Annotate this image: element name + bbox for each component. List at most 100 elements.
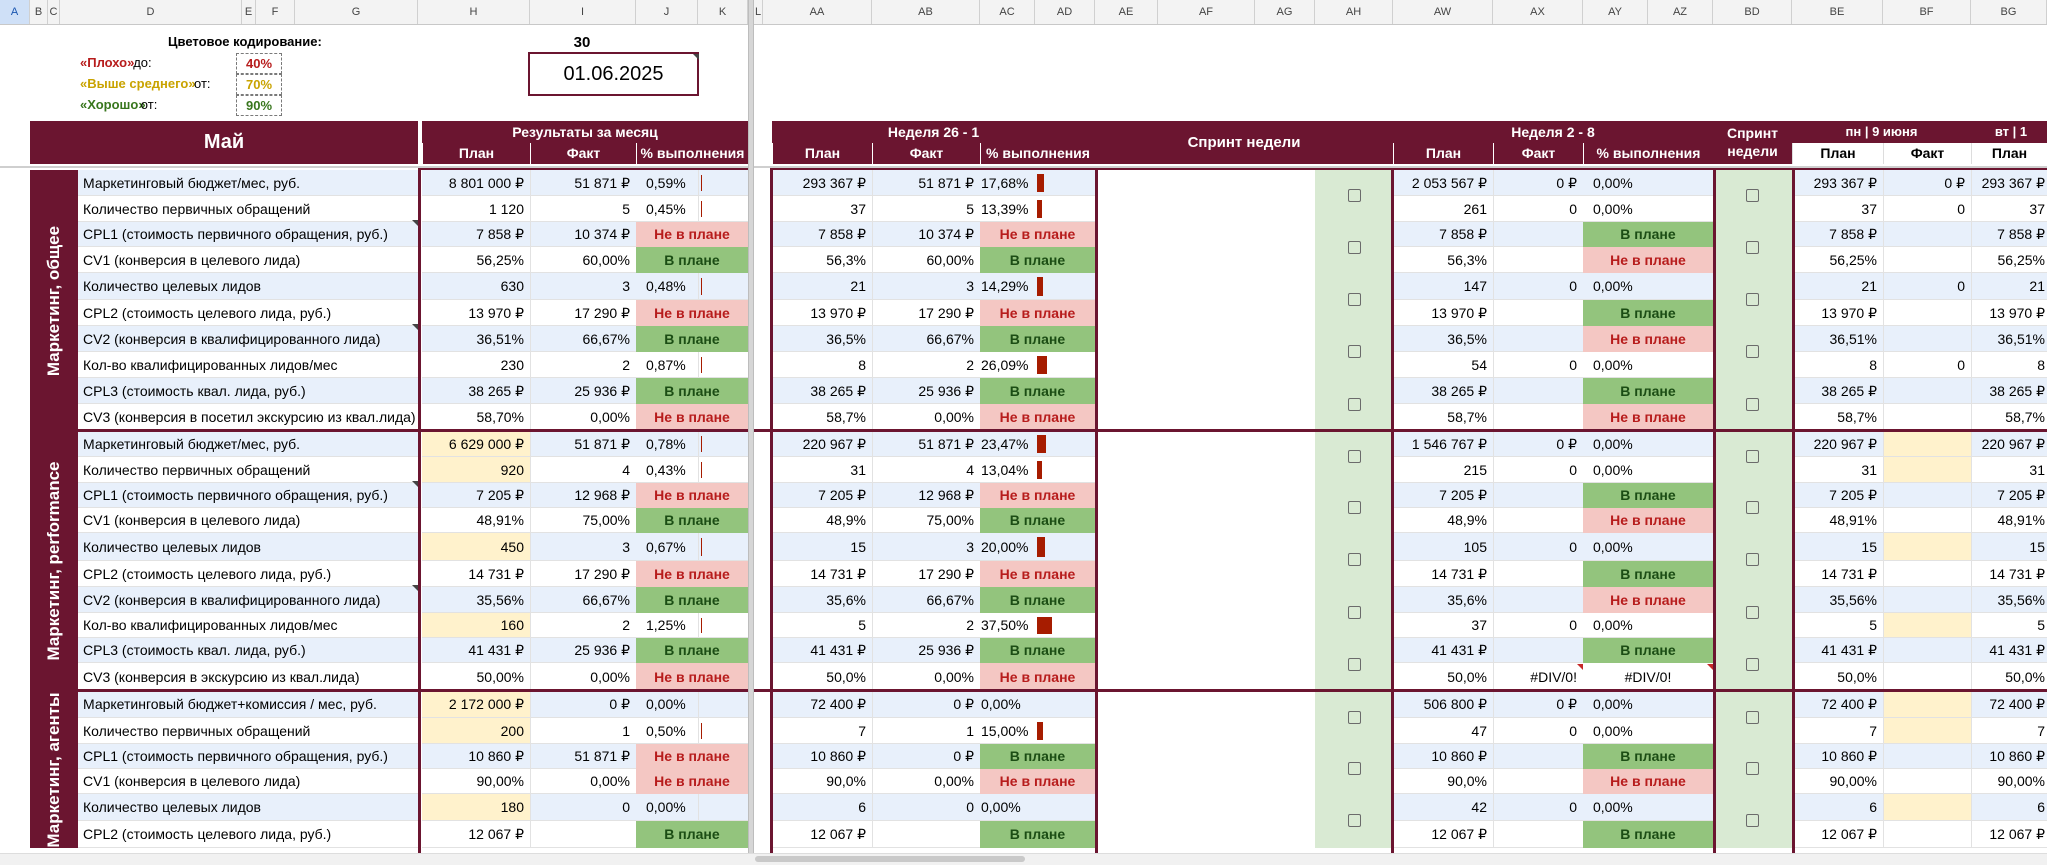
month-plan-cell[interactable]: 230 xyxy=(422,352,530,378)
week1-plan-cell[interactable]: 6 xyxy=(772,794,872,821)
day-fact-cell[interactable] xyxy=(1883,663,1971,691)
month-plan-cell[interactable]: 200 xyxy=(422,718,530,744)
month-fact-cell[interactable]: 25 936 ₽ xyxy=(530,638,636,663)
day-plan-cell[interactable]: 38 265 ₽ xyxy=(1971,378,2047,404)
day-plan-cell[interactable]: 90,00% xyxy=(1792,769,1883,794)
day-fact-cell[interactable] xyxy=(1883,431,1971,457)
week2-plan-cell[interactable]: 37 xyxy=(1393,613,1493,638)
day-plan-cell[interactable]: 56,25% xyxy=(1971,247,2047,273)
day-plan-cell[interactable]: 7 205 ₽ xyxy=(1792,483,1883,508)
week2-fact-cell[interactable] xyxy=(1493,247,1583,273)
month-plan-cell[interactable]: 7 858 ₽ xyxy=(422,222,530,247)
day-fact-cell[interactable] xyxy=(1883,718,1971,744)
week1-plan-cell[interactable]: 293 367 ₽ xyxy=(772,170,872,196)
month-fact-cell[interactable]: 51 871 ₽ xyxy=(530,170,636,196)
week2-fact-cell[interactable]: 0 xyxy=(1493,718,1583,744)
day-plan-cell[interactable]: 7 205 ₽ xyxy=(1971,483,2047,508)
week2-plan-cell[interactable]: 58,7% xyxy=(1393,404,1493,431)
sprint-checkbox[interactable] xyxy=(1348,814,1361,827)
week2-fact-cell[interactable] xyxy=(1493,300,1583,326)
month-fact-cell[interactable]: 25 936 ₽ xyxy=(530,378,636,404)
week1-plan-cell[interactable]: 56,3% xyxy=(772,247,872,273)
month-fact-cell[interactable]: 51 871 ₽ xyxy=(530,744,636,769)
month-fact-cell[interactable]: 10 374 ₽ xyxy=(530,222,636,247)
week1-fact-cell[interactable]: 3 xyxy=(872,273,980,300)
day-plan-cell[interactable]: 15 xyxy=(1971,533,2047,561)
column-header[interactable]: G xyxy=(295,0,418,24)
week2-plan-cell[interactable]: 1 546 767 ₽ xyxy=(1393,431,1493,457)
column-header[interactable]: J xyxy=(636,0,698,24)
month-plan-cell[interactable]: 56,25% xyxy=(422,247,530,273)
month-plan-cell[interactable]: 1 120 xyxy=(422,196,530,222)
week1-fact-cell[interactable]: 51 871 ₽ xyxy=(872,431,980,457)
week1-plan-cell[interactable]: 10 860 ₽ xyxy=(772,744,872,769)
week2-fact-cell[interactable] xyxy=(1493,508,1583,533)
month-fact-cell[interactable]: 0 xyxy=(530,794,636,821)
month-fact-cell[interactable]: 17 290 ₽ xyxy=(530,300,636,326)
week1-plan-cell[interactable]: 7 858 ₽ xyxy=(772,222,872,247)
column-header[interactable]: AD xyxy=(1035,0,1095,24)
column-header[interactable]: I xyxy=(530,0,636,24)
week1-plan-cell[interactable]: 31 xyxy=(772,457,872,483)
day-plan-cell[interactable]: 293 367 ₽ xyxy=(1971,170,2047,196)
week1-fact-cell[interactable]: 4 xyxy=(872,457,980,483)
day-plan-cell[interactable]: 220 967 ₽ xyxy=(1971,431,2047,457)
column-header[interactable]: E xyxy=(242,0,256,24)
day-plan-cell[interactable]: 14 731 ₽ xyxy=(1971,561,2047,587)
month-fact-cell[interactable]: 0,00% xyxy=(530,769,636,794)
week1-fact-cell[interactable]: 12 968 ₽ xyxy=(872,483,980,508)
column-header[interactable]: AC xyxy=(980,0,1035,24)
week2-fact-cell[interactable]: 0 xyxy=(1493,352,1583,378)
day-plan-cell[interactable]: 36,51% xyxy=(1971,326,2047,352)
sprint-checkbox[interactable] xyxy=(1348,657,1361,671)
week2-plan-cell[interactable]: 48,9% xyxy=(1393,508,1493,533)
day-plan-cell[interactable]: 5 xyxy=(1971,613,2047,638)
month-plan-cell[interactable]: 7 205 ₽ xyxy=(422,483,530,508)
week1-plan-cell[interactable]: 5 xyxy=(772,613,872,638)
sprint-checkbox[interactable] xyxy=(1746,657,1759,671)
day-fact-cell[interactable] xyxy=(1883,691,1971,718)
sprint-checkbox[interactable] xyxy=(1348,345,1361,358)
week2-fact-cell[interactable] xyxy=(1493,638,1583,663)
month-plan-cell[interactable]: 920 xyxy=(422,457,530,483)
day-plan-cell[interactable]: 6 xyxy=(1792,794,1883,821)
column-header[interactable]: AE xyxy=(1095,0,1158,24)
day-plan-cell[interactable]: 35,56% xyxy=(1971,587,2047,613)
day-fact-cell[interactable] xyxy=(1883,457,1971,483)
week2-plan-cell[interactable]: 47 xyxy=(1393,718,1493,744)
day-fact-cell[interactable] xyxy=(1883,613,1971,638)
week2-fact-cell[interactable] xyxy=(1493,222,1583,247)
sprint-checkbox[interactable] xyxy=(1348,292,1361,306)
legend-threshold-input[interactable]: 70% xyxy=(236,74,282,95)
sprint-notes-cell[interactable] xyxy=(1095,744,1315,769)
sprint-notes-cell[interactable] xyxy=(1095,587,1315,613)
week1-plan-cell[interactable]: 15 xyxy=(772,533,872,561)
week2-plan-cell[interactable]: 50,0% xyxy=(1393,663,1493,691)
sprint-checkbox[interactable] xyxy=(1348,553,1361,566)
day-plan-cell[interactable]: 31 xyxy=(1792,457,1883,483)
week1-fact-cell[interactable]: 10 374 ₽ xyxy=(872,222,980,247)
day-plan-cell[interactable]: 7 xyxy=(1971,718,2047,744)
column-header[interactable]: AB xyxy=(872,0,980,24)
week1-fact-cell[interactable]: 0,00% xyxy=(872,769,980,794)
month-plan-cell[interactable]: 14 731 ₽ xyxy=(422,561,530,587)
month-plan-cell[interactable]: 35,56% xyxy=(422,587,530,613)
column-header[interactable]: AA xyxy=(763,0,872,24)
week1-fact-cell[interactable]: 75,00% xyxy=(872,508,980,533)
week1-fact-cell[interactable]: 51 871 ₽ xyxy=(872,170,980,196)
sprint-notes-cell[interactable] xyxy=(1095,663,1315,691)
day-plan-cell[interactable]: 10 860 ₽ xyxy=(1971,744,2047,769)
sprint-notes-cell[interactable] xyxy=(1095,794,1315,821)
column-header[interactable]: AH xyxy=(1315,0,1393,24)
month-fact-cell[interactable] xyxy=(530,821,636,848)
column-header[interactable]: D xyxy=(60,0,242,24)
month-fact-cell[interactable]: 5 xyxy=(530,196,636,222)
day-plan-cell[interactable]: 41 431 ₽ xyxy=(1792,638,1883,663)
day-plan-cell[interactable]: 8 xyxy=(1971,352,2047,378)
week1-fact-cell[interactable]: 25 936 ₽ xyxy=(872,638,980,663)
month-fact-cell[interactable]: 75,00% xyxy=(530,508,636,533)
day-plan-cell[interactable]: 58,7% xyxy=(1792,404,1883,431)
sprint-notes-cell[interactable] xyxy=(1095,431,1315,457)
sprint-checkbox[interactable] xyxy=(1746,501,1759,514)
month-fact-cell[interactable]: 12 968 ₽ xyxy=(530,483,636,508)
